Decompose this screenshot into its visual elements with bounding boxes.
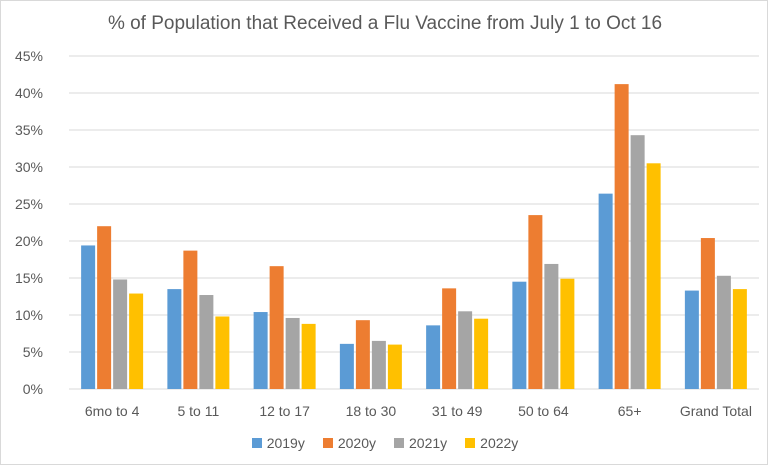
x-tick-label: 18 to 30 — [346, 403, 397, 419]
bar-2021y-31-to-49 — [458, 311, 473, 389]
x-tick-label: 12 to 17 — [259, 403, 310, 419]
bar-2021y-18-to-30 — [371, 340, 386, 389]
y-tick-label: 35% — [15, 122, 43, 138]
bar-2022y-5-to-11 — [215, 316, 230, 389]
bar-2021y-65+ — [630, 135, 645, 389]
bar-2019y-5-to-11 — [167, 289, 182, 389]
y-tick-label: 10% — [15, 307, 43, 323]
chart-title: % of Population that Received a Flu Vacc… — [107, 13, 663, 34]
bar-2020y-Grand-Total — [700, 238, 715, 389]
legend: 2019y 2020y 2021y 2022y — [1, 435, 768, 451]
bar-2020y-50-to-64 — [528, 215, 543, 389]
bar-2020y-5-to-11 — [183, 250, 198, 389]
legend-swatch — [251, 438, 262, 448]
bar-2020y-18-to-30 — [355, 320, 370, 389]
y-tick-label: 40% — [15, 85, 43, 101]
legend-label: 2019y — [266, 435, 305, 451]
bar-2021y-5-to-11 — [199, 295, 214, 389]
y-tick-label: 30% — [15, 159, 43, 175]
bar-2019y-12-to-17 — [253, 312, 268, 389]
x-tick-label: 6mo to 4 — [85, 403, 140, 419]
legend-item: 2021y — [394, 435, 447, 451]
bar-2022y-6mo-to-4 — [129, 293, 144, 389]
bar-2021y-50-to-64 — [544, 263, 559, 389]
bar-2019y-65+ — [598, 193, 613, 389]
y-tick-label: 45% — [15, 48, 43, 64]
bar-2019y-31-to-49 — [426, 325, 441, 389]
bar-2022y-50-to-64 — [560, 278, 575, 389]
y-tick-label: 0% — [23, 381, 43, 397]
x-tick-label: 5 to 11 — [177, 403, 219, 419]
legend-label: 2021y — [409, 435, 448, 451]
x-tick-label: 31 to 49 — [432, 403, 483, 419]
bar-2020y-31-to-49 — [442, 288, 457, 389]
legend-item: 2020y — [322, 435, 376, 451]
legend-label: 2022y — [480, 435, 519, 451]
y-tick-label: 5% — [23, 344, 43, 360]
legend-label: 2020y — [337, 435, 376, 451]
bar-2022y-18-to-30 — [387, 344, 402, 389]
legend-item: 2022y — [465, 435, 518, 451]
bar-2020y-65+ — [614, 84, 629, 390]
y-tick-label: 15% — [15, 270, 43, 286]
bar-2019y-6mo-to-4 — [81, 245, 96, 389]
bar-2019y-50-to-64 — [512, 281, 527, 389]
legend-swatch — [322, 438, 333, 448]
bar-2022y-31-to-49 — [474, 318, 489, 389]
bar-2021y-Grand-Total — [716, 275, 731, 389]
legend-swatch — [465, 438, 476, 448]
bar-2020y-12-to-17 — [269, 266, 284, 389]
x-tick-label: 50 to 64 — [518, 403, 569, 419]
bar-2022y-65+ — [646, 163, 661, 389]
y-tick-label: 20% — [15, 233, 43, 249]
legend-swatch — [394, 438, 404, 448]
bar-2021y-12-to-17 — [285, 317, 300, 389]
bar-2019y-Grand-Total — [684, 290, 699, 389]
x-tick-label: 65+ — [618, 403, 642, 419]
bar-2019y-18-to-30 — [339, 343, 354, 389]
y-tick-label: 25% — [15, 196, 43, 212]
bar-2022y-Grand-Total — [732, 289, 747, 389]
bar-2022y-12-to-17 — [301, 323, 316, 389]
legend-item: 2019y — [251, 435, 305, 451]
bar-2021y-6mo-to-4 — [113, 279, 128, 389]
x-tick-label: Grand Total — [680, 403, 752, 419]
bar-2020y-6mo-to-4 — [97, 226, 112, 389]
